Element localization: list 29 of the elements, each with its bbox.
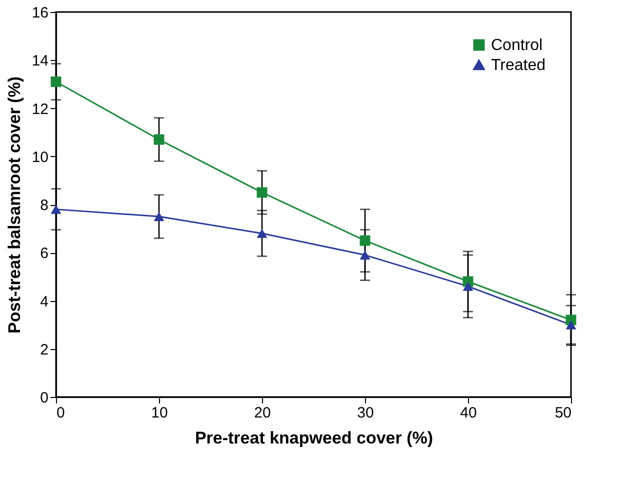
point	[360, 235, 370, 246]
y-tick-label: 12	[32, 100, 48, 118]
legend-label: Treated	[491, 57, 546, 74]
y-tick-label: 16	[32, 4, 48, 22]
point	[462, 282, 474, 291]
point	[50, 76, 62, 88]
point	[256, 187, 268, 198]
y-tick-label: 14	[32, 52, 48, 70]
y-tick-label: 8	[40, 197, 48, 214]
point	[50, 204, 62, 214]
point	[256, 228, 268, 238]
x-tick-label: 50	[554, 404, 572, 422]
y-tick-label: 10	[32, 148, 48, 166]
y-tick-label: 4	[40, 293, 48, 310]
x-tick-label: 30	[357, 404, 374, 422]
point	[360, 250, 370, 260]
y-tick-label: 6	[40, 245, 48, 262]
y-tick-label: 0	[40, 390, 48, 406]
x-tick-label: 0	[56, 404, 65, 422]
y-axis-title: Post-treat balsamroot cover (%)	[4, 76, 24, 334]
point	[566, 320, 576, 330]
x-tick-label: 40	[460, 404, 477, 422]
y-tick-label: 2	[40, 341, 48, 358]
x-tick-label: 10	[151, 404, 168, 422]
point	[154, 134, 164, 145]
legend-label: Control	[491, 37, 543, 54]
x-axis-title: Pre-treat knapweed cover (%)	[194, 428, 434, 448]
x-tick-label: 20	[254, 404, 271, 422]
point	[154, 212, 164, 222]
